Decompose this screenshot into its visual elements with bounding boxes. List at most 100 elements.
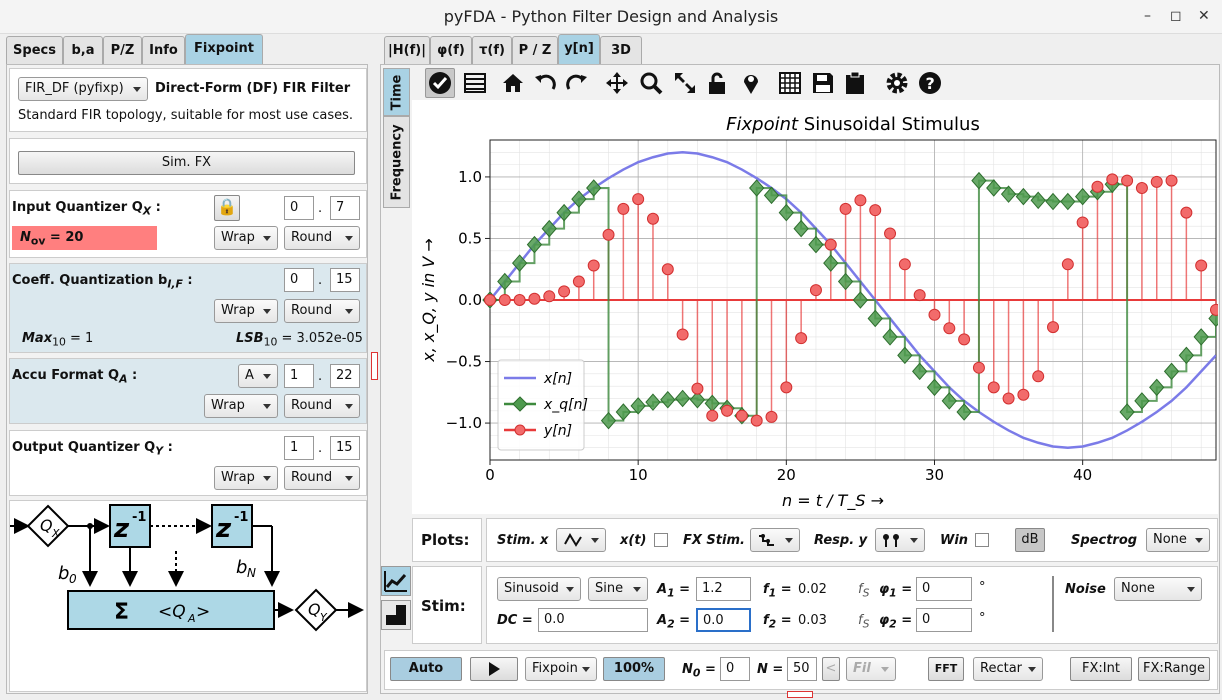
f2-value[interactable]: 0.03 xyxy=(798,613,827,628)
y-tick-label: 1.0 xyxy=(458,168,482,186)
resp-y-style-select[interactable] xyxy=(875,528,925,552)
accu-ovfl-select[interactable]: Wrap xyxy=(204,394,278,418)
xq-marker xyxy=(823,254,839,272)
xq-marker xyxy=(541,219,557,238)
tab-group-delay[interactable]: τ(f) xyxy=(472,36,512,64)
window-select[interactable]: Rectar xyxy=(973,657,1043,681)
xq-marker xyxy=(1015,187,1032,206)
fs-unit: fS xyxy=(858,613,870,631)
stim-table-icon[interactable] xyxy=(381,600,411,630)
n-field[interactable]: 50 xyxy=(787,657,817,681)
y-marker xyxy=(721,404,734,417)
play-icon[interactable] xyxy=(470,657,518,681)
input-wi-field[interactable]: 0 xyxy=(284,196,314,220)
output-wi-field[interactable]: 1 xyxy=(284,436,314,460)
topology-select[interactable]: FIR_DF (pyfixp) xyxy=(18,77,148,101)
a1-field[interactable]: 1.2 xyxy=(696,577,751,601)
tab-phase[interactable]: φ(f) xyxy=(430,36,472,64)
window-title: pyFDA - Python Filter Design and Analysi… xyxy=(443,7,779,26)
auto-button[interactable]: Auto xyxy=(390,657,462,681)
f1-value[interactable]: 0.02 xyxy=(798,582,827,597)
tab-ba[interactable]: b,a xyxy=(63,36,103,64)
minimize-icon[interactable]: – xyxy=(1144,8,1151,24)
redo-icon[interactable] xyxy=(562,68,592,98)
coeff-ovfl-select[interactable]: Wrap xyxy=(214,299,278,323)
tab-info[interactable]: Info xyxy=(142,36,185,64)
tab-impulse-response[interactable]: y[n] xyxy=(558,34,600,64)
svg-text:-1: -1 xyxy=(234,510,248,525)
restore-icon[interactable]: ◻ xyxy=(1170,8,1182,24)
output-ovfl-select[interactable]: Wrap xyxy=(214,466,278,490)
pan-icon[interactable] xyxy=(602,68,632,98)
output-wf-field[interactable]: 15 xyxy=(330,436,360,460)
fx-range-button[interactable]: FX:Range xyxy=(1138,657,1210,681)
tab-specs[interactable]: Specs xyxy=(6,36,63,64)
save-icon[interactable] xyxy=(808,68,838,98)
input-quant-select[interactable]: Round xyxy=(284,226,360,250)
clipboard-icon[interactable] xyxy=(840,68,870,98)
zoom-icon[interactable] xyxy=(636,68,666,98)
accu-mode-select[interactable]: A xyxy=(238,364,278,388)
stim-shape-select[interactable]: Sine xyxy=(588,577,648,601)
input-wf-field[interactable]: 7 xyxy=(330,196,360,220)
fx-int-button[interactable]: FX:Int xyxy=(1070,657,1132,681)
fullscreen-icon[interactable] xyxy=(670,68,700,98)
dot-separator: . xyxy=(318,369,323,384)
noise-select[interactable]: None xyxy=(1114,577,1202,601)
tab-pole-zero[interactable]: P / Z xyxy=(512,36,558,64)
a2-field[interactable]: 0.0 xyxy=(696,608,751,632)
coeff-wi-field[interactable]: 0 xyxy=(284,268,314,292)
tab-pz[interactable]: P/Z xyxy=(103,36,142,64)
stim-type-select[interactable]: Sinusoid xyxy=(497,577,581,601)
settings-icon[interactable] xyxy=(882,68,912,98)
x-tick-label: 10 xyxy=(629,466,648,484)
lock-icon[interactable] xyxy=(702,68,732,98)
accu-wi-field[interactable]: 1 xyxy=(284,364,314,388)
spectrogram-select[interactable]: None xyxy=(1146,528,1210,552)
help-icon[interactable]: ? xyxy=(915,68,945,98)
coeff-quant-select[interactable]: Round xyxy=(284,299,360,323)
legend-label: y[n] xyxy=(543,423,572,439)
y-marker xyxy=(1061,258,1074,271)
n0-field[interactable]: 0 xyxy=(720,657,750,681)
qx-label: Q xyxy=(40,516,53,535)
input-ovfl-select[interactable]: Wrap xyxy=(214,226,278,250)
accu-quant-select[interactable]: Round xyxy=(284,394,360,418)
splitter-handle[interactable] xyxy=(787,691,813,698)
tab-3d[interactable]: 3D xyxy=(600,36,642,64)
close-icon[interactable]: ✕ xyxy=(1198,8,1210,24)
output-quant-select[interactable]: Round xyxy=(284,466,360,490)
stim-x-style-select[interactable] xyxy=(556,528,606,552)
sim-fx-button[interactable]: Sim. FX xyxy=(18,151,355,175)
grid-icon[interactable] xyxy=(775,68,805,98)
marker-icon[interactable] xyxy=(736,68,766,98)
home-icon[interactable] xyxy=(498,68,528,98)
tab-magnitude[interactable]: |H(f)| xyxy=(384,36,430,64)
x-axis-label: n = t / T_S → xyxy=(782,491,884,511)
accu-wf-field[interactable]: 22 xyxy=(330,364,360,388)
y-marker xyxy=(913,289,926,302)
phi2-field[interactable]: 0 xyxy=(916,608,972,632)
coeff-wf-field[interactable]: 15 xyxy=(330,268,360,292)
splitter-handle[interactable] xyxy=(371,352,378,380)
fft-button[interactable]: FFT xyxy=(928,657,964,681)
run-mode-select[interactable]: Fixpoin xyxy=(525,657,597,681)
xt-checkbox[interactable] xyxy=(654,533,668,547)
side-tab-time[interactable]: Time xyxy=(383,68,410,116)
prev-button[interactable]: < xyxy=(822,657,840,681)
y-marker xyxy=(572,275,585,288)
x-tick-label: 40 xyxy=(1073,466,1092,484)
tab-fixpoint[interactable]: Fixpoint xyxy=(185,34,263,64)
win-checkbox[interactable] xyxy=(975,533,989,547)
fx-stim-style-select[interactable] xyxy=(750,528,800,552)
stim-plot-icon[interactable] xyxy=(381,566,411,596)
lock-icon[interactable]: 🔒 xyxy=(214,195,240,221)
filter-select[interactable]: Fil xyxy=(846,657,896,681)
dc-field[interactable]: 0.0 xyxy=(538,608,648,632)
db-button[interactable]: dB xyxy=(1015,528,1045,552)
side-tab-frequency[interactable]: Frequency xyxy=(383,116,410,208)
phi1-field[interactable]: 0 xyxy=(916,577,972,601)
undo-icon[interactable] xyxy=(530,68,560,98)
lines-icon[interactable] xyxy=(460,68,490,98)
check-icon[interactable] xyxy=(425,68,455,98)
